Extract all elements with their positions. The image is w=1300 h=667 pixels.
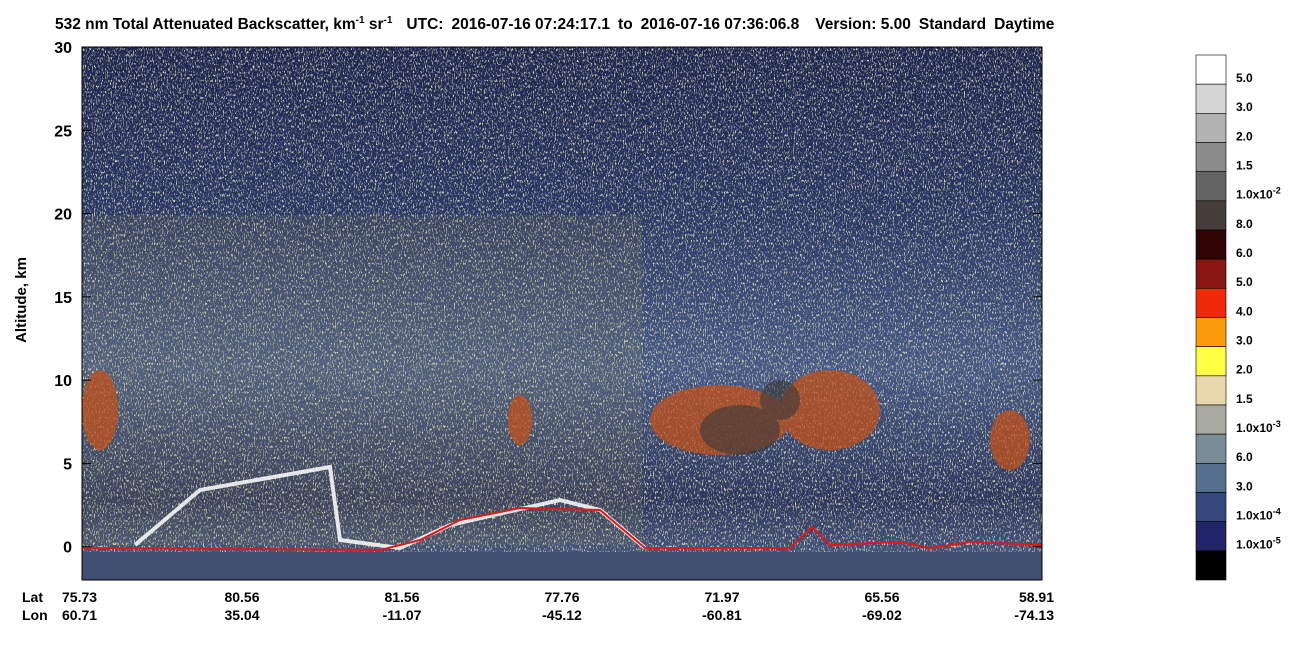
colorbar-swatch — [1195, 83, 1227, 114]
x-tick-label: -11.07 — [383, 607, 422, 623]
colorbar-label-text: 1.0x10 — [1236, 509, 1273, 523]
x-tick-label: -69.02 — [862, 607, 902, 623]
x-tick-label: 58.91 — [1019, 589, 1054, 605]
colorbar-swatch — [1195, 54, 1227, 85]
colorbar-swatch — [1195, 492, 1227, 522]
colorbar-swatch — [1195, 433, 1227, 464]
colorbar-label: 1.5 — [1236, 159, 1253, 173]
x-row-name: Lat — [22, 589, 43, 605]
colorbar-swatch — [1195, 258, 1227, 289]
colorbar-label: 6.0 — [1236, 246, 1253, 260]
colorbar-swatch — [1195, 317, 1227, 347]
colorbar-label-text: 1.0x10 — [1236, 188, 1273, 202]
x-tick-label: 80.56 — [224, 589, 259, 605]
colorbar-label: 6.0 — [1236, 450, 1253, 464]
colorbar-swatch — [1195, 521, 1227, 552]
x-tick-label: -74.13 — [1014, 607, 1054, 623]
colorbar-label-text: 1.0x10 — [1236, 538, 1273, 552]
colorbar-label: 1.0x10-4 — [1236, 507, 1281, 523]
colorbar-label-sup: -2 — [1273, 186, 1281, 196]
colorbar-swatch — [1195, 288, 1227, 318]
title-sup: -1 — [356, 15, 365, 26]
x-tick-label: 60.71 — [62, 607, 97, 623]
colorbar-swatch — [1195, 375, 1227, 406]
colorbar-swatch — [1195, 463, 1227, 493]
colorbar-swatch — [1195, 229, 1227, 260]
colorbar-label: 1.0x10-2 — [1236, 186, 1281, 202]
x-tick-label: 65.56 — [864, 589, 899, 605]
x-tick-label: 71.97 — [704, 589, 739, 605]
colorbar-swatch — [1195, 200, 1227, 231]
colorbar-swatch — [1195, 171, 1227, 202]
utc-end: 2016-07-16 07:36:06.8 — [641, 16, 800, 33]
colorbar-swatch — [1195, 550, 1227, 581]
x-tick-label: 75.73 — [62, 589, 97, 605]
version: Version: 5.00 — [815, 16, 911, 33]
y-tick-label: 0 — [63, 540, 72, 557]
x-tick-label: 77.76 — [544, 589, 579, 605]
y-tick-label: 20 — [54, 207, 72, 224]
colorbar-label: 5.0 — [1236, 275, 1253, 289]
colorbar-label: 3.0 — [1236, 334, 1253, 348]
utc-label: UTC: — [406, 16, 443, 33]
x-tick-label: 81.56 — [384, 589, 419, 605]
colorbar-label: 4.0 — [1236, 304, 1253, 318]
chart-title: 532 nm Total Attenuated Backscatter, km-… — [55, 15, 1055, 33]
x-tick-label: -45.12 — [542, 607, 582, 623]
colorbar-swatch — [1195, 346, 1227, 377]
plot-frame — [81, 46, 1043, 581]
title-units: sr — [369, 16, 384, 33]
colorbar-label: 2.0 — [1236, 363, 1253, 377]
colorbar-label: 1.0x10-5 — [1236, 536, 1281, 552]
y-tick-label: 10 — [54, 373, 72, 390]
colorbar-label: 3.0 — [1236, 100, 1253, 114]
colorbar-label: 3.0 — [1236, 479, 1253, 493]
lighting: Daytime — [994, 16, 1055, 33]
y-axis-label: Altitude, km — [13, 257, 30, 343]
colorbar-label-sup: -4 — [1273, 507, 1281, 517]
colorbar-label: 5.0 — [1236, 71, 1253, 85]
colorbar-label: 2.0 — [1236, 129, 1253, 143]
utc-start: 2016-07-16 07:24:17.1 — [451, 16, 610, 33]
utc-to: to — [618, 16, 633, 33]
colorbar-swatch — [1195, 113, 1227, 143]
colorbar-swatch — [1195, 404, 1227, 435]
colorbar-label-sup: -5 — [1273, 536, 1281, 546]
colorbar-label-text: 1.0x10 — [1236, 421, 1273, 435]
y-tick-label: 5 — [63, 456, 72, 473]
colorbar-label: 8.0 — [1236, 217, 1253, 231]
colorbar-label-sup: -3 — [1273, 419, 1281, 429]
colorbar-label: 1.5 — [1236, 392, 1253, 406]
title-sup: -1 — [384, 15, 393, 26]
title-text: 532 nm Total Attenuated Backscatter, km — [55, 16, 356, 33]
curtain-image — [82, 47, 1042, 580]
x-tick-label: 35.04 — [224, 607, 259, 623]
colorbar-swatch — [1195, 142, 1227, 172]
y-tick-label: 30 — [54, 40, 72, 57]
colorbar-label: 1.0x10-3 — [1236, 419, 1281, 435]
y-tick-label: 15 — [54, 290, 72, 307]
y-tick-label: 25 — [54, 123, 72, 140]
product: Standard — [919, 16, 986, 33]
x-tick-label: -60.81 — [702, 607, 742, 623]
x-row-name: Lon — [22, 607, 48, 623]
